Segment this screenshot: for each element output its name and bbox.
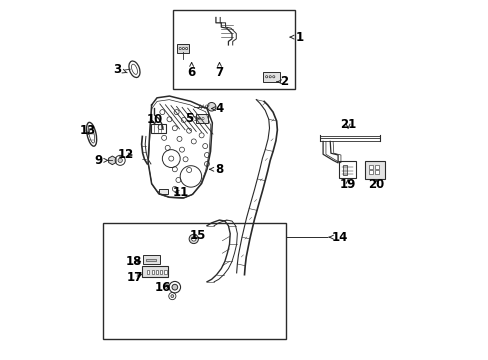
Bar: [147, 270, 149, 274]
Text: 10: 10: [146, 113, 163, 126]
Text: 4: 4: [211, 102, 223, 115]
Text: 19: 19: [339, 178, 356, 191]
Circle shape: [268, 76, 271, 78]
Bar: [173, 10, 294, 89]
Bar: [156, 270, 158, 274]
Text: 2: 2: [276, 75, 287, 88]
Circle shape: [207, 103, 216, 111]
Bar: [159, 189, 167, 194]
Text: 18: 18: [125, 255, 142, 268]
Bar: [160, 270, 162, 274]
FancyBboxPatch shape: [263, 72, 279, 82]
FancyBboxPatch shape: [177, 44, 189, 53]
Text: 17: 17: [126, 271, 142, 284]
Circle shape: [202, 117, 203, 120]
Text: 1: 1: [289, 31, 304, 44]
Text: 6: 6: [187, 63, 195, 79]
FancyBboxPatch shape: [364, 161, 384, 179]
Bar: [374, 170, 378, 174]
Bar: [368, 165, 372, 169]
Text: 16: 16: [155, 282, 171, 294]
Bar: [103, 223, 285, 339]
Text: 21: 21: [339, 118, 355, 131]
Text: 11: 11: [172, 186, 189, 199]
FancyBboxPatch shape: [142, 266, 168, 277]
Circle shape: [172, 284, 177, 290]
Bar: [343, 165, 346, 175]
Circle shape: [191, 237, 196, 241]
Text: 9: 9: [95, 154, 108, 167]
Text: 8: 8: [209, 163, 223, 176]
Text: 20: 20: [368, 178, 384, 191]
FancyBboxPatch shape: [196, 114, 208, 123]
Circle shape: [265, 76, 267, 78]
Bar: [368, 170, 372, 174]
Circle shape: [272, 76, 274, 78]
Circle shape: [118, 158, 122, 162]
Circle shape: [171, 295, 173, 297]
Bar: [164, 270, 166, 274]
Circle shape: [185, 48, 187, 50]
Text: 13: 13: [80, 124, 96, 137]
FancyBboxPatch shape: [142, 255, 160, 264]
Bar: [146, 258, 156, 261]
Text: 15: 15: [189, 229, 206, 242]
Text: 14: 14: [328, 231, 348, 244]
Circle shape: [179, 48, 181, 50]
Text: 7: 7: [215, 63, 223, 79]
Circle shape: [182, 48, 184, 50]
Circle shape: [189, 234, 198, 244]
Circle shape: [198, 117, 200, 120]
Text: 3: 3: [113, 63, 127, 76]
Text: 5: 5: [184, 112, 199, 125]
Text: 12: 12: [118, 148, 134, 162]
Bar: [374, 165, 378, 169]
Bar: [151, 270, 153, 274]
